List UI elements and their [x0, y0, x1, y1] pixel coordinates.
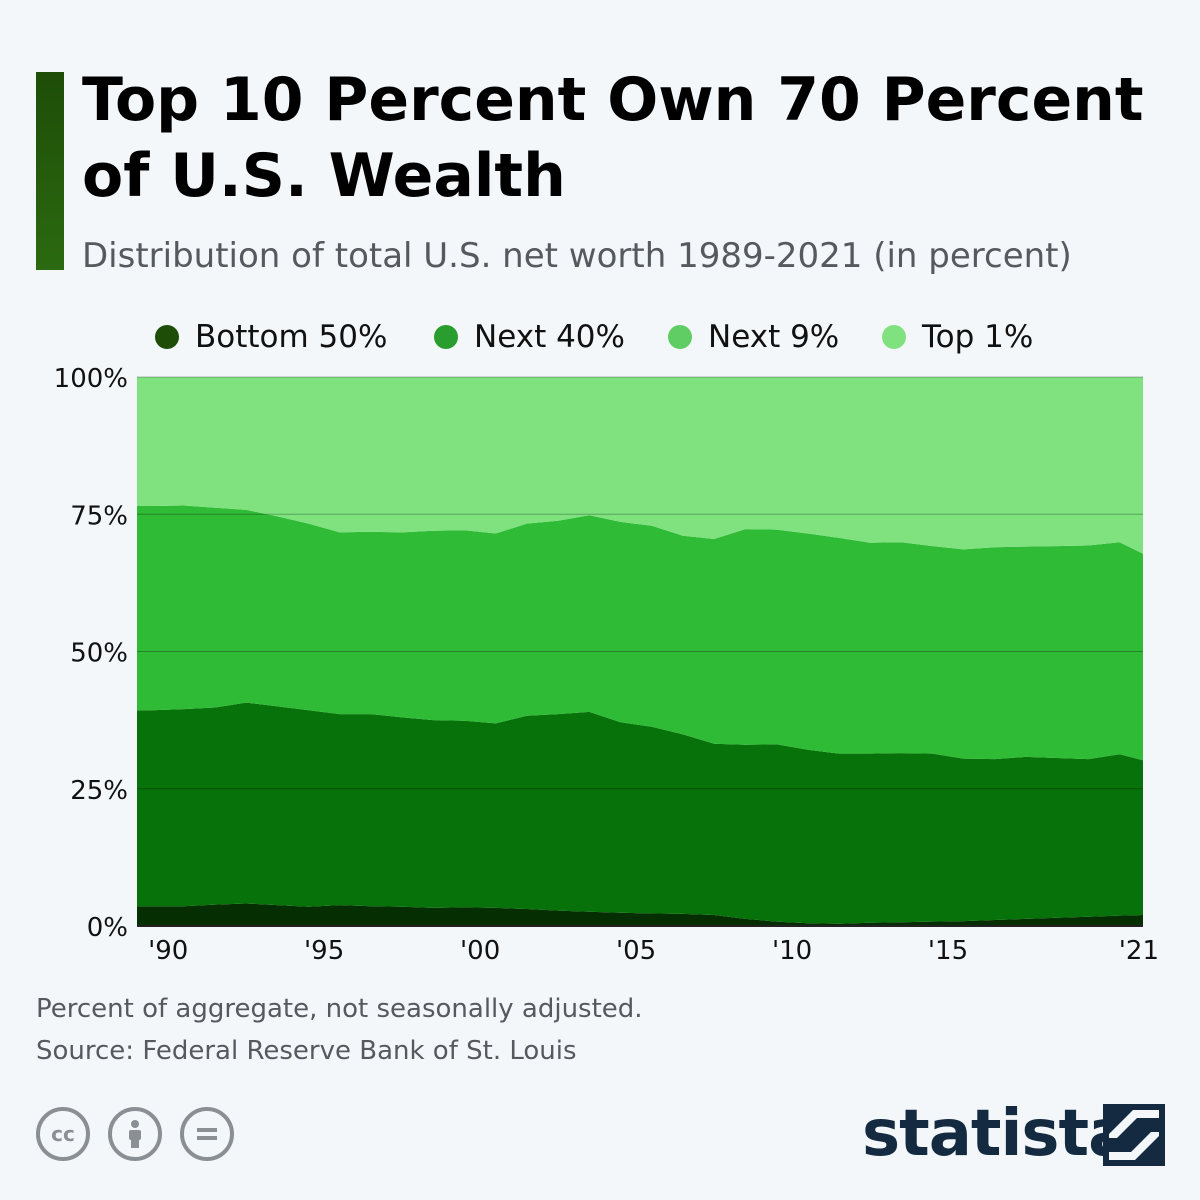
chart-areas — [137, 377, 1143, 926]
legend-label-top-1: Top 1% — [922, 319, 1034, 355]
page-title: Top 10 Percent Own 70 Percent of U.S. We… — [82, 65, 1144, 211]
chart-footnote: Percent of aggregate, not seasonally adj… — [36, 988, 643, 1072]
creative-commons-icon[interactable]: cc — [36, 1107, 90, 1161]
x-tick-label: '95 — [304, 936, 344, 966]
statista-logo-text[interactable]: statista — [862, 1097, 1131, 1171]
footnote-source: Source: Federal Reserve Bank of St. Loui… — [36, 1036, 577, 1066]
license-icons: cc — [36, 1107, 252, 1161]
x-tick-label: '90 — [148, 936, 188, 966]
x-tick-label: '00 — [460, 936, 500, 966]
area-series-2 — [137, 505, 1143, 761]
statista-logo-icon — [1103, 1104, 1165, 1166]
chart-y-axis: 0% 25% 50% 75% 100% — [54, 364, 128, 943]
legend-dot-bottom-50 — [155, 325, 179, 349]
chart-legend: Bottom 50% Next 40% Next 9% Top 1% — [0, 312, 1200, 362]
x-tick-label: '05 — [616, 936, 656, 966]
legend-item-bottom-50: Bottom 50% — [155, 312, 387, 362]
chart-gridlines — [137, 376, 1143, 927]
area-series-0 — [137, 903, 1143, 926]
y-tick-label: 0% — [87, 913, 128, 943]
x-tick-label: '15 — [928, 936, 968, 966]
legend-dot-next-40 — [434, 325, 458, 349]
title-accent-bar — [36, 72, 64, 270]
legend-dot-next-9 — [668, 325, 692, 349]
x-tick-label: '21 — [1119, 936, 1159, 966]
legend-dot-top-1 — [882, 325, 906, 349]
chart-x-axis: '90 '95 '00 '05 '10 '15 '21 — [148, 936, 1159, 966]
legend-item-top-1: Top 1% — [882, 312, 1033, 362]
no-derivatives-icon[interactable] — [180, 1107, 234, 1161]
footnote-note: Percent of aggregate, not seasonally adj… — [36, 994, 643, 1024]
y-tick-label: 75% — [70, 501, 128, 531]
legend-label-next-9: Next 9% — [708, 319, 840, 355]
y-tick-label: 50% — [70, 639, 128, 669]
legend-item-next-9: Next 9% — [668, 312, 839, 362]
y-tick-label: 25% — [70, 776, 128, 806]
attribution-icon[interactable] — [108, 1107, 162, 1161]
legend-item-next-40: Next 40% — [434, 312, 625, 362]
x-tick-label: '10 — [772, 936, 812, 966]
y-tick-label: 100% — [54, 364, 128, 394]
area-series-1 — [137, 702, 1143, 924]
stacked-area-chart: 0% 25% 50% 75% 100% '90 '95 '00 '05 '10 '15 '21 — [54, 364, 1159, 966]
page-subtitle: Distribution of total U.S. net worth 198… — [82, 236, 1072, 276]
legend-label-bottom-50: Bottom 50% — [195, 319, 388, 355]
legend-label-next-40: Next 40% — [474, 319, 625, 355]
area-series-3 — [137, 377, 1143, 554]
